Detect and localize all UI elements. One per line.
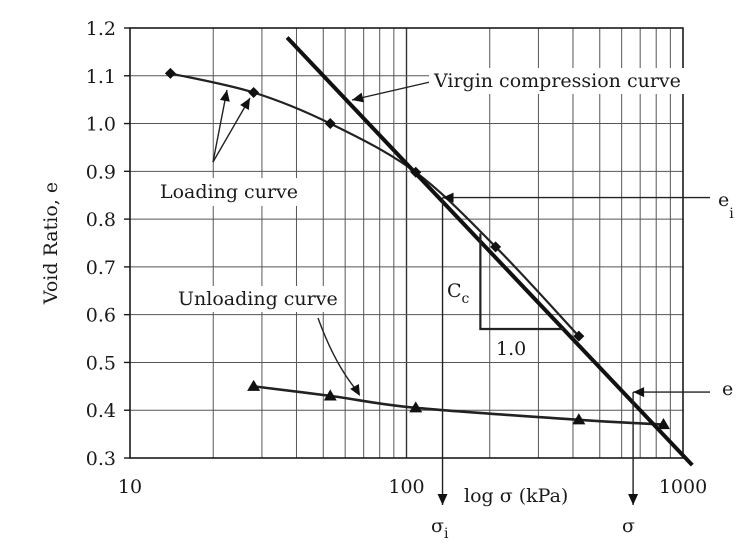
unloading-point-marker — [572, 413, 586, 425]
unloading-point-marker — [656, 418, 670, 430]
ei-letter: e — [718, 189, 729, 211]
loading-point-marker — [248, 87, 260, 98]
e-leader-head — [633, 387, 645, 398]
cc-subscript: c — [462, 291, 470, 307]
slope-triangle — [479, 233, 564, 331]
virgin-leader — [351, 81, 431, 101]
slope-run-label: 1.0 — [496, 338, 526, 360]
axis-ticks: 0.3 0.4 0.5 0.6 0.7 0.8 0.9 1.0 1.1 1.2 10 100 1000 — [86, 18, 707, 498]
series-unloading-curve — [253, 385, 664, 426]
initial-void-ratio-label: ei — [718, 189, 734, 222]
y-tick-label: 0.4 — [86, 400, 116, 422]
loading-label-background — [154, 178, 305, 206]
unloading-point-marker — [409, 401, 423, 413]
plot-frame — [129, 27, 684, 459]
loading-point-marker — [324, 118, 336, 130]
cc-label-background — [444, 278, 473, 309]
y-tick-label: 1.1 — [86, 66, 116, 88]
loading-curve-label: Loading curve — [160, 181, 298, 203]
unloading-leader-head — [350, 383, 360, 396]
y-tick-label: 0.3 — [86, 448, 116, 470]
loading-point-marker — [573, 330, 585, 342]
x-tick-label: 1000 — [659, 476, 707, 498]
ei-subscript: i — [729, 206, 734, 222]
sigma-label: σ — [622, 515, 635, 537]
void-ratio-e-label: e — [722, 378, 733, 400]
y-tick-label: 0.9 — [86, 161, 116, 183]
unloading-point-marker — [323, 389, 337, 401]
virgin-label-background — [429, 68, 685, 94]
cc-letter: C — [447, 280, 462, 302]
series-loading-curve — [170, 72, 580, 337]
slope-run-label-background — [493, 337, 530, 361]
y-tick-label: 0.8 — [86, 209, 116, 231]
x-tick-label: 100 — [388, 476, 424, 498]
y-tick-label: 1.0 — [86, 114, 116, 136]
sigma-i-leader-head — [437, 494, 448, 505]
loading-leader-2-head — [240, 98, 250, 111]
compression-index-label: Cc — [447, 280, 470, 307]
sigma-i-letter: σ — [431, 515, 444, 537]
ei-leader-head — [442, 192, 454, 203]
series-virgin-compression-line — [285, 36, 694, 467]
unloading-leader — [317, 317, 359, 393]
sigma-leader-head — [628, 494, 639, 505]
unloading-point-marker — [247, 379, 261, 391]
y-tick-label: 0.7 — [86, 257, 116, 279]
loading-leader-2 — [212, 97, 251, 163]
y-tick-label: 1.2 — [86, 18, 116, 40]
loading-leader-1-head — [219, 90, 230, 102]
data-markers — [164, 67, 670, 430]
virgin-compression-label: Virgin compression curve — [433, 70, 681, 92]
unloading-curve-label: Unloading curve — [178, 288, 338, 310]
x-axis-label: log σ (kPa) — [464, 485, 568, 507]
y-axis-label: Void Ratio, e — [40, 182, 62, 305]
loading-point-marker — [164, 67, 176, 79]
unloading-label-background — [174, 286, 342, 312]
x-tick-label: 10 — [118, 476, 142, 498]
loading-point-marker — [410, 166, 422, 178]
loading-leader-1 — [212, 89, 228, 163]
loading-point-marker — [490, 241, 502, 253]
grid — [130, 28, 683, 458]
virgin-leader-head — [352, 92, 364, 103]
sigma-i-subscript: i — [444, 526, 449, 542]
y-tick-label: 0.5 — [86, 352, 116, 374]
y-tick-label: 0.6 — [86, 305, 116, 327]
sigma-i-label: σi — [431, 515, 449, 542]
x-axis-label-background — [459, 483, 574, 509]
annotation-leaders — [212, 81, 710, 505]
